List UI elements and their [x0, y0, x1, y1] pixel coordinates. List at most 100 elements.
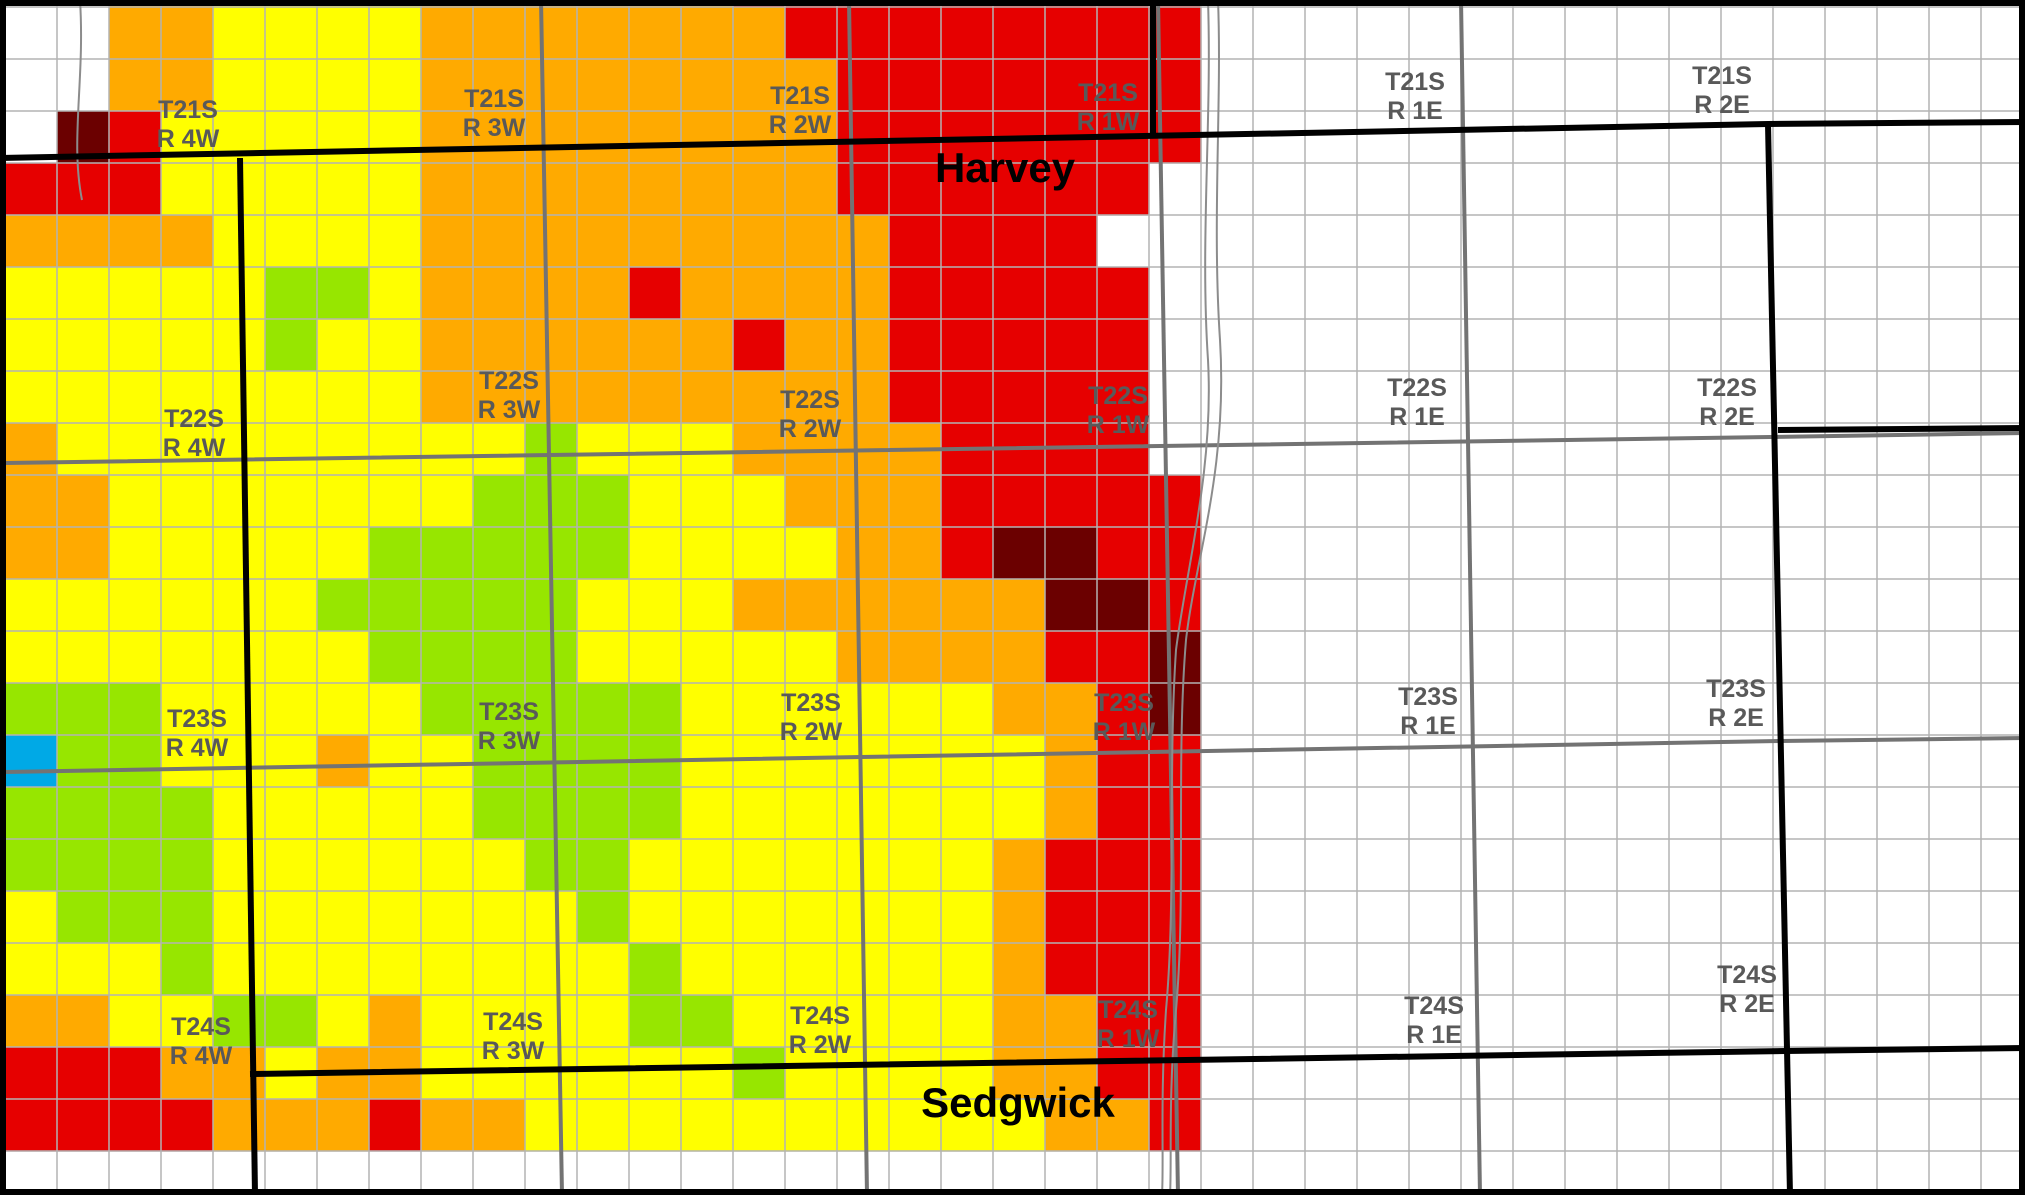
section-cell	[57, 839, 110, 892]
section-cell	[941, 735, 994, 788]
section-cell	[5, 163, 58, 216]
section-cell	[317, 943, 370, 996]
section-cell	[109, 59, 162, 112]
section-cell	[57, 995, 110, 1048]
section-cell	[57, 371, 110, 424]
range-label: R 2W	[769, 111, 832, 139]
section-cell	[265, 579, 318, 632]
section-cell	[525, 267, 578, 320]
section-cell	[733, 423, 786, 476]
section-cell	[681, 215, 734, 268]
section-cell	[577, 7, 630, 60]
section-cell	[317, 631, 370, 684]
section-cell	[5, 891, 58, 944]
section-cell	[629, 215, 682, 268]
section-cell	[213, 7, 266, 60]
section-cell	[1097, 683, 1150, 736]
section-cell	[681, 371, 734, 424]
section-cell	[525, 839, 578, 892]
section-cell	[109, 579, 162, 632]
section-cell	[317, 111, 370, 164]
section-cell	[733, 59, 786, 112]
section-cell	[265, 995, 318, 1048]
section-cell	[629, 839, 682, 892]
section-cell	[57, 787, 110, 840]
county-boundary	[1777, 425, 2025, 433]
section-cell	[369, 995, 422, 1048]
section-cell	[161, 735, 214, 788]
section-cell	[161, 163, 214, 216]
section-cell	[57, 475, 110, 528]
section-cell	[629, 683, 682, 736]
section-cell	[733, 579, 786, 632]
section-cell	[941, 579, 994, 632]
section-cell	[629, 579, 682, 632]
section-cell	[629, 995, 682, 1048]
section-cell	[993, 1047, 1046, 1100]
section-cell	[5, 787, 58, 840]
section-cell	[1097, 891, 1150, 944]
section-cell	[213, 579, 266, 632]
section-cell	[889, 891, 942, 944]
section-cell	[5, 215, 58, 268]
section-cell	[369, 371, 422, 424]
section-cell	[941, 215, 994, 268]
county-boundary	[237, 157, 258, 1195]
section-cell	[213, 891, 266, 944]
section-cell	[317, 371, 370, 424]
section-cell	[1045, 267, 1098, 320]
township-label: T21S	[1385, 68, 1445, 96]
section-cell	[109, 631, 162, 684]
range-label: R 3W	[463, 114, 526, 142]
township-label: T22S	[780, 386, 840, 414]
section-cell	[1149, 475, 1202, 528]
section-cell	[889, 683, 942, 736]
county-labels: Harvey Sedgwick	[921, 144, 1115, 1126]
section-cell	[785, 59, 838, 112]
section-cell	[681, 1099, 734, 1152]
township-label: T22S	[1387, 374, 1447, 402]
section-cell	[785, 839, 838, 892]
section-cell	[5, 1047, 58, 1100]
section-cell	[161, 267, 214, 320]
section-cell	[733, 839, 786, 892]
section-cell	[785, 319, 838, 372]
range-label: R 3W	[478, 727, 541, 755]
section-cell	[1045, 215, 1098, 268]
river-line	[1161, 0, 1210, 1195]
township-label: T22S	[1088, 382, 1148, 410]
section-cell	[525, 371, 578, 424]
section-cell	[629, 59, 682, 112]
section-cell	[941, 995, 994, 1048]
section-cell	[889, 995, 942, 1048]
section-cell	[265, 7, 318, 60]
section-cell	[5, 995, 58, 1048]
section-cell	[837, 631, 890, 684]
section-cell	[1045, 371, 1098, 424]
range-label: R 2E	[1719, 990, 1775, 1018]
section-cell	[317, 215, 370, 268]
section-cell	[109, 527, 162, 580]
section-cell	[57, 943, 110, 996]
section-cell	[525, 7, 578, 60]
section-cell	[109, 371, 162, 424]
section-cell	[941, 475, 994, 528]
section-cell	[525, 59, 578, 112]
section-cell	[369, 579, 422, 632]
township-label: T23S	[479, 698, 539, 726]
section-cell	[317, 475, 370, 528]
section-cell	[317, 423, 370, 476]
section-cell	[785, 1099, 838, 1152]
section-cell	[629, 267, 682, 320]
section-cell	[837, 59, 890, 112]
section-cell	[109, 1099, 162, 1152]
range-label: R 3W	[478, 396, 541, 424]
section-cell	[733, 683, 786, 736]
section-cell	[577, 1099, 630, 1152]
section-cell	[1149, 527, 1202, 580]
